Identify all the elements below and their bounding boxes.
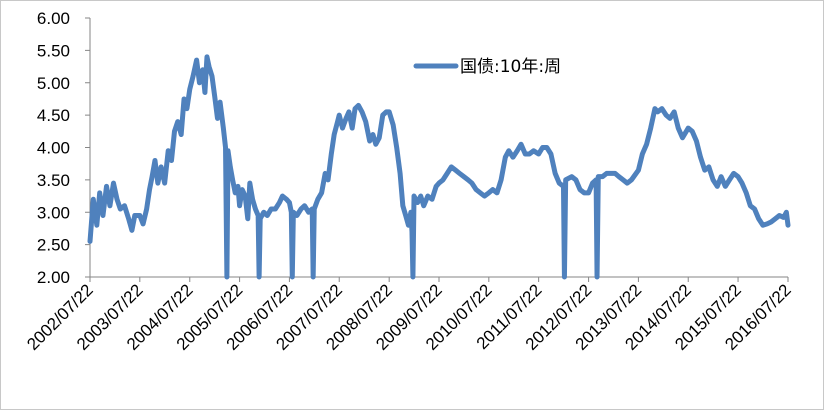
- y-tick-label: 2.50: [37, 236, 70, 255]
- y-tick-label: 3.00: [37, 203, 70, 222]
- legend-label: 国债:10年:周: [460, 57, 561, 77]
- y-tick-label: 2.00: [37, 268, 70, 287]
- y-tick-label: 4.00: [37, 139, 70, 158]
- y-tick-label: 5.00: [37, 74, 70, 93]
- series-line: [87, 54, 791, 280]
- y-tick-label: 5.50: [37, 41, 70, 60]
- series-layer: [87, 54, 791, 280]
- y-tick-label: 4.50: [37, 106, 70, 125]
- y-tick-label: 6.00: [37, 9, 70, 28]
- legend: 国债:10年:周: [413, 57, 561, 77]
- y-tick-label: 3.50: [37, 171, 70, 190]
